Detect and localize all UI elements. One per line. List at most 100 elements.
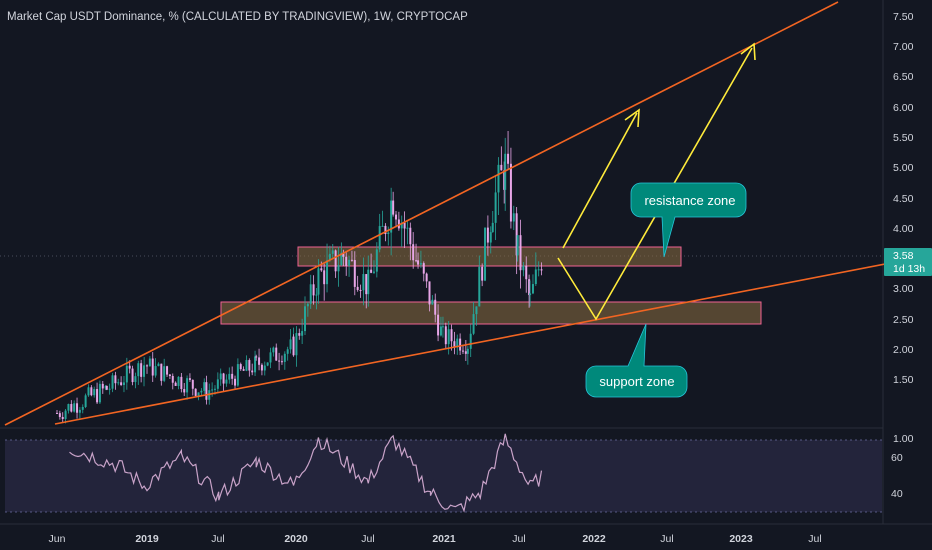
candle-down: [525, 265, 528, 280]
time-tick: Jul: [361, 533, 374, 545]
time-tick: Jun: [49, 533, 66, 545]
price-tick: 2.50: [893, 314, 914, 326]
candle-up: [406, 227, 409, 229]
candle-down: [323, 270, 326, 285]
candle-up: [367, 269, 370, 295]
oscillator-tick: 60: [891, 452, 903, 464]
candle-down: [392, 200, 395, 215]
candle-up: [529, 293, 532, 296]
candle-down: [275, 347, 278, 361]
lower-trendline[interactable]: [54, 254, 932, 425]
current-price-tag[interactable]: 3.58 1d 13h: [884, 248, 932, 276]
candle-up: [78, 409, 81, 413]
candle-up: [419, 263, 422, 265]
candle-down: [434, 299, 437, 315]
candle-down: [450, 329, 453, 342]
price-tick: 7.00: [893, 41, 914, 53]
candle-up: [289, 339, 292, 350]
candle-up: [93, 389, 96, 396]
support-callout-label: support zone: [599, 374, 674, 389]
candles: [56, 130, 543, 424]
candle-up: [317, 268, 320, 295]
candle-up: [522, 265, 525, 271]
candle-down: [151, 358, 154, 376]
oscillator-tick: 40: [891, 488, 903, 500]
time-axis[interactable]: Jun 2019 Jul 2020 Jul 2021 Jul 2022 Jul …: [49, 533, 822, 545]
candle-up: [186, 378, 189, 393]
price-tick: 2.00: [893, 344, 914, 356]
candle-down: [461, 350, 464, 352]
candle-up: [381, 225, 384, 227]
price-tick: 6.00: [893, 102, 914, 114]
price-axis[interactable]: 7.50 7.00 6.50 6.00 5.50 5.00 4.50 4.00 …: [893, 11, 914, 445]
candle-up: [306, 303, 309, 307]
candle-down: [415, 260, 418, 262]
candle-down: [183, 389, 186, 393]
candle-up: [441, 326, 444, 328]
candle-up: [472, 314, 475, 334]
candle-down: [231, 373, 234, 379]
candle-down: [120, 382, 123, 385]
price-tick: 1.50: [893, 374, 914, 386]
candle-up: [197, 392, 200, 396]
candle-down: [507, 153, 510, 164]
time-tick: 2020: [284, 533, 308, 545]
candle-up: [177, 376, 180, 386]
candle-up: [516, 235, 519, 256]
candle-up: [154, 366, 157, 376]
price-tick: 3.00: [893, 283, 914, 295]
candle-down: [519, 235, 522, 271]
candle-down: [180, 376, 183, 390]
candle-up: [375, 249, 378, 272]
candle-down: [320, 268, 323, 271]
time-tick: 2019: [135, 533, 159, 545]
candle-down: [101, 383, 104, 389]
candle-up: [137, 363, 140, 377]
upper-trendline[interactable]: [4, 1, 839, 426]
candle-up: [117, 382, 120, 384]
resistance-callout[interactable]: resistance zone: [630, 182, 747, 258]
candle-down: [509, 163, 512, 222]
candle-up: [286, 349, 289, 354]
time-tick: 2022: [582, 533, 606, 545]
candle-up: [494, 192, 497, 223]
candle-up: [303, 306, 306, 332]
candle-up: [348, 259, 351, 266]
projection-arrow-short[interactable]: [562, 108, 640, 249]
candle-up: [236, 364, 239, 386]
support-callout[interactable]: support zone: [585, 323, 688, 398]
candle-down: [105, 386, 108, 390]
candle-up: [328, 253, 331, 261]
candle-down: [255, 356, 258, 358]
candle-down: [444, 326, 447, 345]
support-zone[interactable]: [220, 301, 762, 325]
time-tick: 2023: [729, 533, 753, 545]
candle-up: [295, 333, 298, 356]
candle-up: [531, 284, 534, 294]
candle-down: [425, 273, 428, 282]
candle-up: [447, 329, 450, 345]
candle-up: [489, 232, 492, 243]
candle-down: [356, 286, 359, 290]
candle-up: [84, 395, 87, 407]
candle-down: [459, 338, 462, 351]
oscillator-axis[interactable]: 60 40: [891, 452, 903, 500]
candle-down: [515, 213, 518, 256]
candle-up: [497, 164, 500, 193]
candle-down: [500, 164, 503, 171]
candle-up: [213, 388, 216, 390]
chart-title: Market Cap USDT Dominance, % (CALCULATED…: [7, 11, 468, 23]
candle-down: [96, 389, 99, 403]
candle-down: [422, 263, 425, 274]
candle-up: [390, 200, 393, 233]
resistance-zone[interactable]: [297, 246, 682, 267]
candle-down: [70, 404, 73, 412]
candle-down: [486, 227, 489, 243]
resistance-callout-label: resistance zone: [644, 193, 735, 208]
projection-arrow-long[interactable]: [557, 42, 756, 321]
candle-up: [400, 222, 403, 229]
candle-up: [254, 356, 257, 373]
candle-down: [464, 351, 467, 354]
candle-down: [395, 214, 398, 220]
candle-down: [417, 260, 420, 265]
